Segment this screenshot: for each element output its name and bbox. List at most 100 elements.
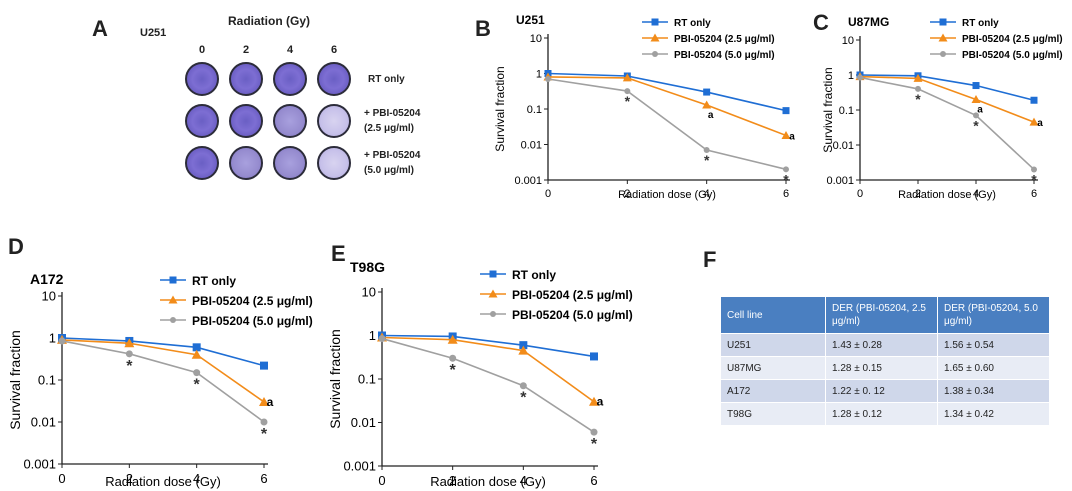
annotation-letter: a (708, 110, 714, 121)
data-point (259, 396, 269, 406)
y-tick-label: 0.01 (833, 140, 854, 152)
series-line (859, 75, 1035, 123)
x-tick-label: 2 (449, 473, 456, 488)
y-tick-label: 10 (42, 289, 56, 304)
legend-label: PBI-05204 (5.0 μg/ml) (512, 308, 633, 322)
data-point (972, 82, 980, 90)
legend-marker (940, 51, 946, 57)
data-point (447, 334, 458, 344)
annotation-letter: a (597, 395, 604, 409)
legend-marker (652, 51, 658, 57)
data-point (973, 112, 979, 119)
data-point (518, 345, 529, 355)
data-point (782, 107, 790, 115)
legend-label: RT only (192, 274, 236, 288)
data-point (192, 343, 201, 352)
data-point (622, 73, 632, 82)
series-line (61, 340, 265, 423)
x-tick-label: 4 (520, 473, 527, 488)
chart-e: T98G 0.001 0.01 0.1 1 10 0 2 4 6 Radiation dose (G… (327, 259, 633, 489)
y-tick-label: 10 (362, 285, 376, 300)
x-tick-label: 6 (1031, 188, 1037, 200)
legend-marker (939, 18, 947, 26)
plate-image (185, 104, 219, 138)
x-tick-label: 4 (193, 471, 200, 486)
panel-letter-a: A (92, 16, 108, 41)
y-tick-label: 10 (530, 33, 542, 45)
y-tick-label: 0.001 (23, 457, 56, 472)
plate-image (229, 146, 263, 180)
y-tick-label: 0.001 (514, 175, 542, 187)
series-line (61, 337, 265, 367)
series-line (547, 72, 787, 112)
plate-image (185, 62, 219, 96)
significance-star: * (591, 436, 598, 453)
significance-star: * (625, 93, 631, 109)
series-line (381, 334, 595, 358)
x-axis-label: Radiation dose (Gy) (105, 474, 221, 489)
table-cell: 1.56 ± 0.54 (937, 333, 1050, 357)
chart-b: U251 0.001 0.01 0.1 1 10 0 2 4 6 Radiation dose (G… (493, 13, 795, 201)
chart-c: U87MG 0.001 0.01 0.1 1 10 0 2 4 6 Radiation dose (… (821, 15, 1063, 201)
significance-star: * (1031, 171, 1037, 187)
data-point (1029, 117, 1039, 126)
x-tick-label: 0 (58, 471, 65, 486)
x-axis-label: Radiation dose (Gy) (898, 189, 996, 201)
legend-label: RT only (512, 268, 556, 282)
dose-label: 2 (242, 44, 250, 56)
data-point (703, 88, 711, 96)
data-point (590, 352, 598, 361)
row-label-text: (2.5 μg/ml) (364, 123, 415, 134)
legend-marker (168, 295, 178, 304)
data-point (913, 73, 923, 82)
panel-a-header: Radiation (Gy) (228, 14, 311, 28)
dose-label: 0 (198, 44, 206, 56)
annotation-letter: a (977, 104, 983, 115)
legend-marker (490, 311, 496, 317)
series-line (381, 337, 595, 433)
y-axis-label: Survival fraction (7, 330, 23, 430)
plate-image (273, 62, 307, 96)
legend-label: RT only (962, 18, 999, 29)
legend-label: PBI-05204 (2.5 μg/ml) (962, 34, 1063, 45)
data-point (378, 335, 386, 343)
x-tick-label: 6 (260, 471, 267, 486)
data-point (971, 94, 981, 103)
x-tick-label: 4 (704, 188, 710, 200)
chart-title: A172 (30, 271, 64, 287)
data-point (58, 337, 66, 345)
plate-image (273, 104, 307, 138)
plate-image (317, 104, 351, 138)
significance-star: * (915, 91, 921, 107)
y-tick-label: 1 (536, 68, 542, 80)
legend-label: PBI-05204 (2.5 μg/ml) (512, 288, 633, 302)
data-point (125, 350, 133, 358)
data-point (449, 354, 457, 362)
data-point (124, 338, 135, 348)
table-cell: 1.28 ± 0.12 (825, 402, 938, 426)
row-label-text: + PBI-05204 (364, 150, 421, 161)
x-tick-label: 0 (857, 188, 863, 200)
y-tick-label: 0.1 (839, 105, 854, 117)
panel-letter-b: B (475, 16, 491, 41)
legend-marker (488, 289, 498, 298)
panel-letter-d: D (8, 234, 24, 259)
data-point (545, 75, 551, 82)
legend-label: PBI-05204 (5.0 μg/ml) (674, 50, 775, 61)
table-cell: U251 (720, 333, 826, 357)
data-point (702, 100, 712, 109)
y-axis-label: Survival fraction (821, 67, 835, 152)
x-tick-label: 4 (973, 188, 979, 200)
table-cell: 1.38 ± 0.34 (937, 379, 1050, 403)
y-tick-label: 0.001 (826, 175, 854, 187)
series-line (547, 76, 787, 137)
der-table: Cell line DER (PBI-05204, 2.5 μg/ml) DER… (720, 296, 1050, 426)
x-tick-label: 2 (624, 188, 630, 200)
y-tick-label: 1 (49, 331, 56, 346)
legend-label: RT only (674, 18, 711, 29)
legend-label: PBI-05204 (2.5 μg/ml) (192, 294, 313, 308)
series-line (381, 336, 595, 403)
legend-marker (651, 18, 659, 26)
table-header-row: Cell line DER (PBI-05204, 2.5 μg/ml) DER… (720, 296, 1050, 334)
y-tick-label: 0.1 (38, 373, 56, 388)
